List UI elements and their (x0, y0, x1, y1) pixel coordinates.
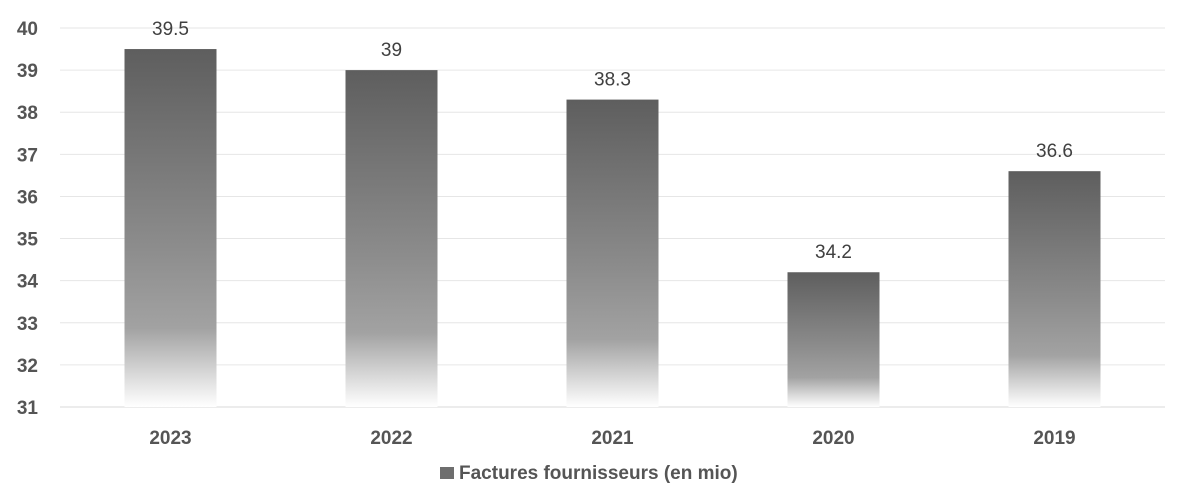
y-axis-ticks: 31 32 33 34 35 36 37 38 39 40 (17, 19, 39, 419)
data-label-2023: 39.5 (152, 19, 189, 40)
y-tick-label: 39 (17, 61, 38, 82)
legend: Factures fournisseurs (en mio) (440, 463, 738, 484)
legend-label: Factures fournisseurs (en mio) (459, 463, 738, 484)
y-tick-label: 40 (17, 19, 38, 40)
bar-2023 (124, 49, 217, 408)
data-label-2021: 38.3 (594, 70, 631, 91)
bar-2022 (345, 70, 438, 407)
x-tick-label-2021: 2021 (591, 428, 634, 449)
y-tick-label: 34 (17, 272, 39, 293)
bar-2021 (566, 99, 659, 407)
y-tick-label: 37 (17, 145, 38, 166)
data-label-2020: 34.2 (815, 242, 852, 263)
data-label-2022: 39 (381, 40, 402, 61)
data-label-2019: 36.6 (1036, 141, 1073, 162)
x-tick-label-2019: 2019 (1033, 428, 1075, 449)
bars (124, 49, 1101, 408)
y-tick-label: 32 (17, 356, 38, 377)
y-tick-label: 38 (17, 103, 38, 124)
x-tick-label-2022: 2022 (370, 428, 412, 449)
y-tick-label: 31 (17, 398, 39, 419)
legend-swatch (440, 467, 454, 479)
y-tick-label: 35 (17, 230, 39, 251)
y-tick-label: 36 (17, 187, 38, 208)
x-axis-ticks: 2023 2022 2021 2020 2019 (149, 428, 1075, 449)
x-tick-label-2020: 2020 (812, 428, 854, 449)
x-tick-label-2023: 2023 (149, 428, 191, 449)
bar-2019 (1008, 171, 1101, 407)
y-tick-label: 33 (17, 314, 38, 335)
bar-2020 (787, 272, 880, 407)
data-labels: 39.5 39 38.3 34.2 36.6 (152, 19, 1073, 263)
